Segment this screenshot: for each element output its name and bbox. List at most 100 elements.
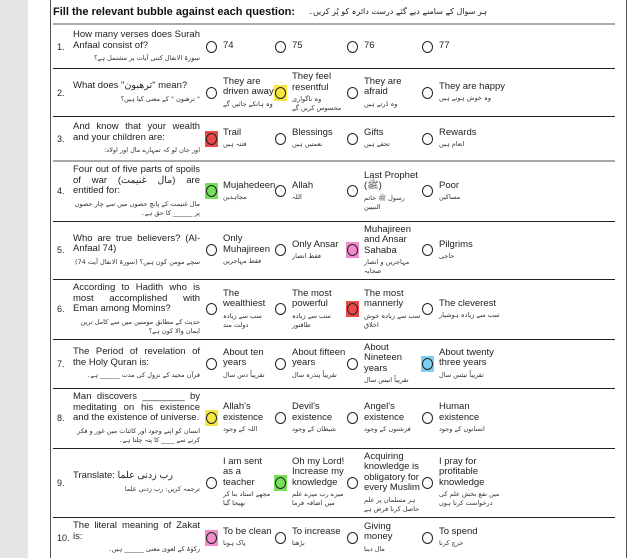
answer-bubble[interactable] bbox=[275, 412, 286, 425]
answer-bubble[interactable] bbox=[422, 412, 433, 425]
option-label[interactable]: Allah's existence اللہ کے وجود bbox=[223, 402, 274, 434]
option-label[interactable]: To increase بڑھنا bbox=[292, 526, 346, 549]
answer-bubble[interactable] bbox=[206, 244, 217, 257]
answer-option[interactable]: Human existence انسانوں کے وجود bbox=[421, 402, 509, 434]
answer-bubble[interactable] bbox=[422, 244, 433, 257]
answer-option[interactable]: Allah's existence اللہ کے وجود bbox=[205, 402, 274, 434]
option-label[interactable]: Acquiring knowledge is obligatory for ev… bbox=[364, 451, 421, 514]
answer-option[interactable]: Pilgrims حاجی bbox=[421, 239, 509, 262]
answer-bubble[interactable] bbox=[347, 476, 358, 489]
answer-bubble[interactable] bbox=[206, 132, 217, 145]
answer-bubble[interactable] bbox=[275, 303, 286, 316]
answer-option[interactable]: I pray for profitable knowledge میں نفع ب… bbox=[421, 456, 509, 509]
option-label[interactable]: Human existence انسانوں کے وجود bbox=[439, 402, 509, 434]
answer-option[interactable]: Only Ansar فقط انصار bbox=[274, 239, 346, 262]
answer-option[interactable]: Acquiring knowledge is obligatory for ev… bbox=[346, 451, 421, 514]
answer-option[interactable]: 74 bbox=[205, 39, 274, 55]
answer-option[interactable]: The wealthiest سب سے زیادہ دولت مند bbox=[205, 288, 274, 330]
answer-bubble[interactable] bbox=[347, 357, 358, 370]
answer-bubble[interactable] bbox=[275, 132, 286, 145]
answer-bubble[interactable] bbox=[347, 303, 358, 316]
answer-bubble[interactable] bbox=[206, 476, 217, 489]
option-label[interactable]: I pray for profitable knowledge میں نفع ب… bbox=[439, 456, 509, 509]
option-label[interactable]: About ten years تقریباً دس سال bbox=[223, 347, 274, 380]
answer-option[interactable]: Poor مساکین bbox=[421, 180, 509, 203]
option-label[interactable]: Rewards انعام ہیں bbox=[439, 127, 509, 150]
option-label[interactable]: Angel's existence فرشتوں کے وجود bbox=[364, 402, 421, 434]
option-label[interactable]: They are happy وہ خوش ہوتے ہیں bbox=[439, 81, 509, 104]
answer-option[interactable]: To be clean پاک ہونا bbox=[205, 526, 274, 549]
option-label[interactable]: 77 bbox=[439, 41, 509, 52]
answer-bubble[interactable] bbox=[206, 531, 217, 544]
answer-option[interactable]: Last Prophet (ﷺ) رسول ﷺ خاتم النبیین bbox=[346, 170, 421, 212]
answer-bubble[interactable] bbox=[422, 357, 433, 370]
answer-option[interactable]: Giving money مال دینا bbox=[346, 521, 421, 554]
answer-option[interactable]: Mujahedeen مجاہدین bbox=[205, 180, 275, 203]
answer-option[interactable]: They are afraid وہ ڈرتے ہیں bbox=[346, 76, 421, 109]
answer-option[interactable]: Blessings نعمتیں ہیں bbox=[274, 127, 346, 150]
answer-option[interactable]: About Nineteen years تقریباً انیس سال bbox=[346, 342, 421, 386]
answer-bubble[interactable] bbox=[422, 531, 433, 544]
answer-bubble[interactable] bbox=[422, 40, 433, 53]
answer-option[interactable]: 77 bbox=[421, 39, 509, 55]
option-label[interactable]: Blessings نعمتیں ہیں bbox=[292, 127, 346, 150]
answer-bubble[interactable] bbox=[422, 303, 433, 316]
answer-bubble[interactable] bbox=[347, 531, 358, 544]
answer-option[interactable]: To increase بڑھنا bbox=[274, 526, 346, 549]
option-label[interactable]: Devil's existence شیطان کے وجود bbox=[292, 402, 346, 434]
answer-option[interactable]: 76 bbox=[346, 39, 421, 55]
option-label[interactable]: Only Muhajireen فقط مہاجرین bbox=[223, 234, 274, 266]
option-label[interactable]: Trail فتنہ ہیں bbox=[223, 127, 274, 150]
answer-bubble[interactable] bbox=[275, 531, 286, 544]
answer-option[interactable]: They are happy وہ خوش ہوتے ہیں bbox=[421, 81, 509, 104]
option-label[interactable]: 75 bbox=[292, 41, 346, 52]
answer-option[interactable]: About twenty three years تقریباً تیئس سال bbox=[421, 347, 509, 380]
answer-option[interactable]: Gifts تحفے ہیں bbox=[346, 127, 421, 150]
answer-option[interactable]: The cleverest سب سے زیادہ ہوشیار bbox=[421, 298, 509, 321]
answer-bubble[interactable] bbox=[347, 412, 358, 425]
option-label[interactable]: Gifts تحفے ہیں bbox=[364, 127, 421, 150]
option-label[interactable]: About Nineteen years تقریباً انیس سال bbox=[364, 342, 421, 386]
option-label[interactable]: About twenty three years تقریباً تیئس سال bbox=[439, 347, 509, 380]
answer-option[interactable]: The most powerful سب سے زیادہ طاقتور bbox=[274, 288, 346, 330]
answer-bubble[interactable] bbox=[422, 185, 433, 198]
option-label[interactable]: They feel resentful وہ ناگواری محسوس کریں… bbox=[292, 71, 346, 113]
answer-bubble[interactable] bbox=[422, 86, 433, 99]
answer-option[interactable]: Rewards انعام ہیں bbox=[421, 127, 509, 150]
answer-option[interactable]: Angel's existence فرشتوں کے وجود bbox=[346, 402, 421, 434]
answer-bubble[interactable] bbox=[275, 476, 286, 489]
option-label[interactable]: Poor مساکین bbox=[439, 180, 509, 203]
option-label[interactable]: To be clean پاک ہونا bbox=[223, 526, 274, 549]
answer-bubble[interactable] bbox=[206, 357, 217, 370]
answer-option[interactable]: Trail فتنہ ہیں bbox=[205, 127, 274, 150]
answer-option[interactable]: Oh my Lord! Increase my knowledge میرے رب… bbox=[274, 456, 346, 509]
answer-option[interactable]: I am sent as a teacher مجھے استاد بنا کر … bbox=[205, 456, 274, 509]
answer-bubble[interactable] bbox=[422, 476, 433, 489]
answer-bubble[interactable] bbox=[206, 303, 217, 316]
answer-option[interactable]: To spend خرچ کرنا bbox=[421, 526, 509, 549]
answer-option[interactable]: They are driven away وہ ہانکے جائیں گے bbox=[205, 76, 274, 109]
answer-bubble[interactable] bbox=[206, 86, 217, 99]
option-label[interactable]: 76 bbox=[364, 41, 421, 52]
answer-bubble[interactable] bbox=[275, 244, 286, 257]
option-label[interactable]: Last Prophet (ﷺ) رسول ﷺ خاتم النبیین bbox=[364, 170, 421, 212]
answer-bubble[interactable] bbox=[275, 357, 286, 370]
answer-bubble[interactable] bbox=[347, 86, 358, 99]
option-label[interactable]: I am sent as a teacher مجھے استاد بنا کر … bbox=[223, 456, 274, 509]
option-label[interactable]: Giving money مال دینا bbox=[364, 521, 421, 554]
option-label[interactable]: The wealthiest سب سے زیادہ دولت مند bbox=[223, 288, 274, 330]
answer-bubble[interactable] bbox=[206, 40, 217, 53]
option-label[interactable]: 74 bbox=[223, 41, 274, 52]
option-label[interactable]: Muhajireen and Ansar Sahaba مہاجرین و انص… bbox=[364, 224, 421, 277]
answer-bubble[interactable] bbox=[347, 244, 358, 257]
answer-option[interactable]: Only Muhajireen فقط مہاجرین bbox=[205, 234, 274, 266]
answer-option[interactable]: The most mannerly سب سے زیادہ خوش اخلاق bbox=[346, 288, 421, 330]
answer-bubble[interactable] bbox=[206, 412, 217, 425]
answer-bubble[interactable] bbox=[275, 40, 286, 53]
answer-bubble[interactable] bbox=[275, 86, 286, 99]
answer-bubble[interactable] bbox=[275, 185, 286, 198]
answer-option[interactable]: They feel resentful وہ ناگواری محسوس کریں… bbox=[274, 71, 346, 113]
option-label[interactable]: They are driven away وہ ہانکے جائیں گے bbox=[223, 76, 274, 109]
answer-option[interactable]: About fifteen years تقریباً پندرہ سال bbox=[274, 347, 346, 380]
answer-bubble[interactable] bbox=[206, 185, 217, 198]
